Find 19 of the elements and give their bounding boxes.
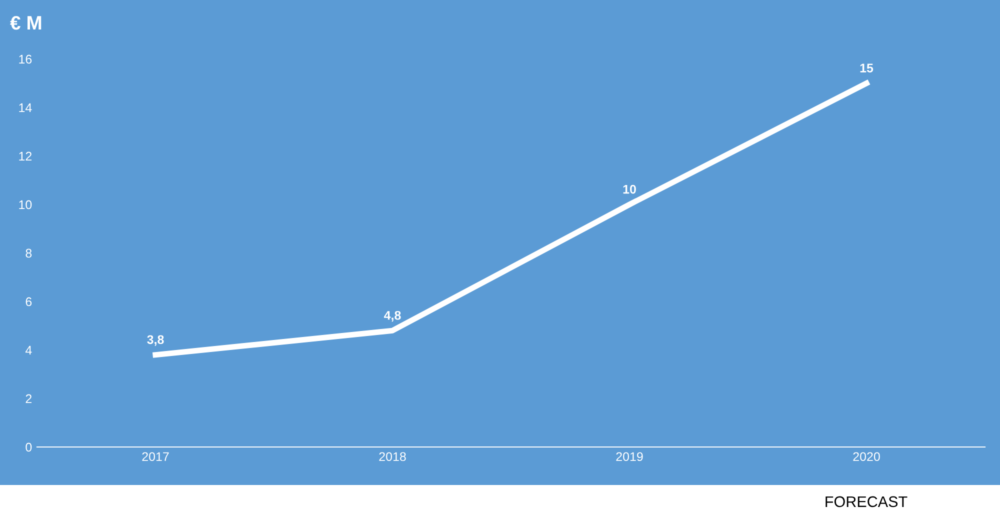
y-tick-label: 4 (25, 346, 32, 355)
y-tick-label: 10 (19, 200, 32, 210)
y-tick-label: 6 (26, 297, 32, 306)
y-tick-label: 8 (26, 248, 32, 258)
x-tick-label: 2019 (616, 452, 643, 462)
y-tick-label: 14 (19, 103, 32, 112)
data-label: 3,8 (147, 335, 164, 346)
text: FORECAST (826, 496, 908, 508)
y-tick-label: 16 (19, 54, 32, 64)
data-label: 15 (860, 64, 874, 72)
x-tick-label: 2018 (379, 452, 406, 462)
x-tick-label: 2017 (142, 452, 169, 462)
data-label: 4,8 (384, 310, 401, 322)
y-tick-label: 12 (19, 152, 32, 161)
y-tick-label: 0 (26, 442, 32, 452)
y-axis-title: € M (10, 16, 42, 30)
x-tick-label: 2020 (853, 452, 880, 462)
data-label: 10 (623, 184, 636, 194)
y-tick-label: 2 (26, 394, 32, 404)
